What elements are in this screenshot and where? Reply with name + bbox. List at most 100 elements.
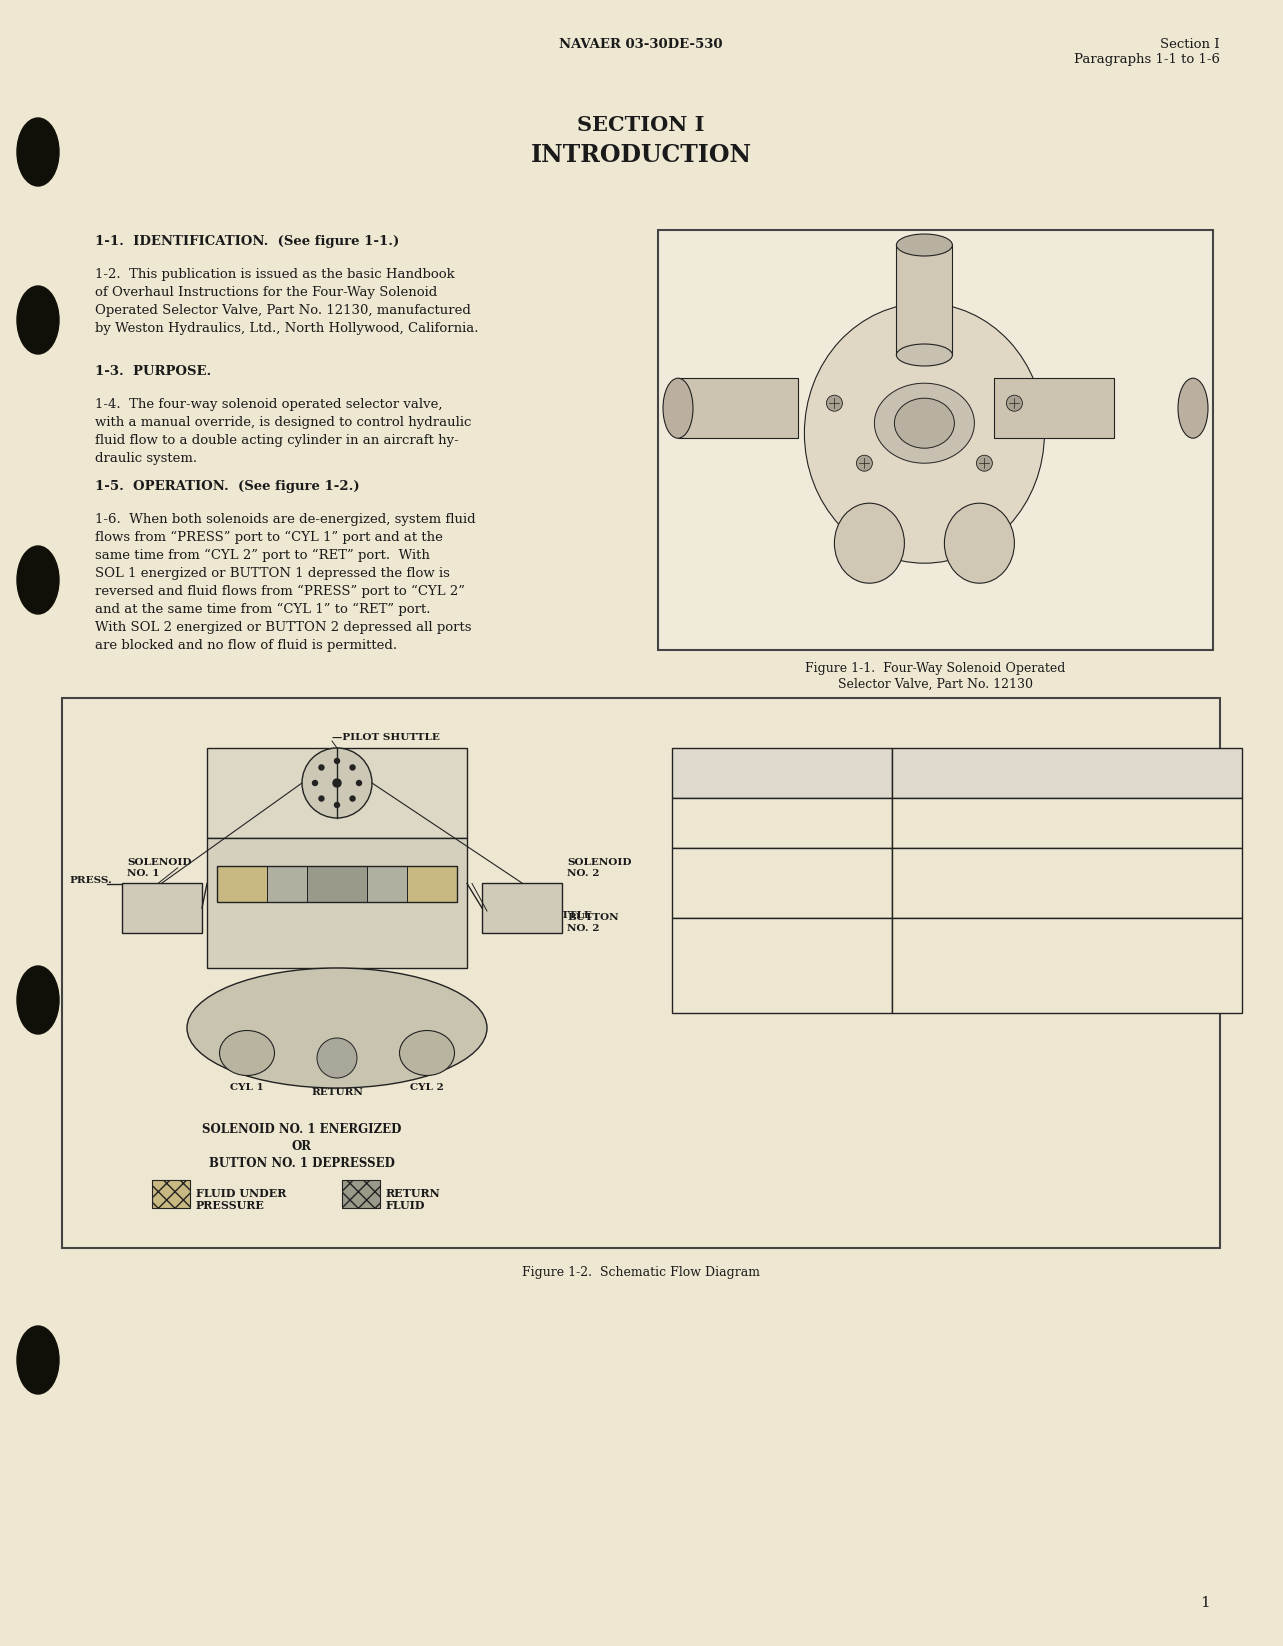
Text: 1-3.  PURPOSE.: 1-3. PURPOSE. [95,365,212,379]
Text: fluid flow to a double acting cylinder in an aircraft hy-: fluid flow to a double acting cylinder i… [95,435,459,448]
Bar [672,848,892,918]
Text: Paragraphs 1-1 to 1-6: Paragraphs 1-1 to 1-6 [1074,53,1220,66]
Text: RETURN: RETURN [310,1088,363,1096]
Text: and at the same time from “CYL 1” to “RET” port.: and at the same time from “CYL 1” to “RE… [95,602,431,616]
Ellipse shape [1178,379,1209,438]
Text: 1-6.  When both solenoids are de-energized, system fluid: 1-6. When both solenoids are de-energize… [95,514,476,527]
Bar [122,882,201,933]
Ellipse shape [17,286,59,354]
Ellipse shape [357,780,362,785]
Ellipse shape [17,1327,59,1394]
Text: 1-1.  IDENTIFICATION.  (See figure 1-1.): 1-1. IDENTIFICATION. (See figure 1-1.) [95,235,399,249]
Text: of Overhaul Instructions for the Four-Way Solenoid: of Overhaul Instructions for the Four-Wa… [95,286,438,300]
Text: FLUID UNDER: FLUID UNDER [196,1188,286,1198]
Text: OR: OR [293,1141,312,1152]
Bar [892,848,1242,918]
Bar [307,866,367,902]
Ellipse shape [334,779,341,787]
Bar [217,866,457,902]
Bar [407,866,457,902]
Ellipse shape [302,747,372,818]
Ellipse shape [313,780,317,785]
Ellipse shape [856,456,872,471]
Text: 1: 1 [1201,1597,1210,1610]
Ellipse shape [834,504,905,583]
Text: —AN CONNECTOR: —AN CONNECTOR [343,751,452,759]
Text: CYL 2: CYL 2 [411,1083,444,1091]
Text: are blocked and no flow of fluid is permitted.: are blocked and no flow of fluid is perm… [95,639,398,652]
Ellipse shape [826,395,843,412]
Text: BUTTON
NO. 1: BUTTON NO. 1 [127,914,178,933]
Bar [892,798,1242,848]
Bar [151,1180,190,1208]
Ellipse shape [897,344,952,365]
Text: SOLENOID NO. 1 ENERGIZED: SOLENOID NO. 1 ENERGIZED [203,1123,402,1136]
Ellipse shape [804,303,1044,563]
Bar [677,379,798,438]
Ellipse shape [335,759,340,764]
Text: same time from “CYL 2” port to “RET” port.  With: same time from “CYL 2” port to “RET” por… [95,550,430,563]
Text: PRESSURE: PRESSURE [196,1200,264,1211]
Text: NO FLOW FROM
EITHER CYL 1,
CYL 2 OR RETURN
PORTS: NO FLOW FROM EITHER CYL 1, CYL 2 OR RETU… [1008,935,1125,997]
Text: FLUID: FLUID [386,1200,426,1211]
Bar [482,882,562,933]
Ellipse shape [319,765,323,770]
Text: reversed and fluid flows from “PRESS” port to “CYL 2”: reversed and fluid flows from “PRESS” po… [95,584,464,597]
Bar [892,747,1242,798]
Text: 1-2.  This publication is issued as the basic Handbook: 1-2. This publication is issued as the b… [95,268,454,281]
Text: BUTTON
NO. 2: BUTTON NO. 2 [567,914,618,933]
Bar [267,866,307,902]
Text: RETURN: RETURN [386,1188,441,1198]
Ellipse shape [350,797,355,802]
Ellipse shape [17,546,59,614]
Ellipse shape [187,968,488,1088]
Text: PRESS TO CYL 2
CYL 1 TO RETURN: PRESS TO CYL 2 CYL 1 TO RETURN [1010,867,1125,897]
Bar [367,866,407,902]
Text: PRESS.: PRESS. [69,876,112,884]
Text: NEUTRAL: NEUTRAL [751,816,813,830]
Ellipse shape [399,1030,454,1075]
Text: Section I: Section I [1160,38,1220,51]
Text: FLOW: FLOW [1046,767,1088,780]
Ellipse shape [335,803,340,808]
Bar [207,747,467,838]
Text: With SOL 2 energized or BUTTON 2 depressed all ports: With SOL 2 energized or BUTTON 2 depress… [95,621,471,634]
Text: —PILOT SHUTTLE: —PILOT SHUTTLE [332,732,440,742]
Ellipse shape [894,398,955,448]
Text: 1-4.  The four-way solenoid operated selector valve,: 1-4. The four-way solenoid operated sele… [95,398,443,412]
Text: Selector Valve, Part No. 12130: Selector Valve, Part No. 12130 [838,678,1033,691]
Ellipse shape [1006,395,1023,412]
Text: CYL 1: CYL 1 [230,1083,264,1091]
Bar [151,1180,190,1208]
Ellipse shape [897,234,952,257]
Bar [994,379,1115,438]
Text: BUTTON NO. 1 DEPRESSED: BUTTON NO. 1 DEPRESSED [209,1157,395,1170]
Ellipse shape [219,1030,275,1075]
Bar [217,866,267,902]
Text: SOL 1 energized or BUTTON 1 depressed the flow is: SOL 1 energized or BUTTON 1 depressed th… [95,566,450,579]
Text: SOLENOID 2
ENERGIZED OR
BUTTON 2
DEPRESSED: SOLENOID 2 ENERGIZED OR BUTTON 2 DEPRESS… [733,935,831,997]
Text: Operated Selector Valve, Part No. 12130, manufactured: Operated Selector Valve, Part No. 12130,… [95,305,471,318]
Bar [207,838,467,968]
Text: draulic system.: draulic system. [95,453,198,466]
Text: 1-5.  OPERATION.  (See figure 1-2.): 1-5. OPERATION. (See figure 1-2.) [95,481,359,494]
Text: SECTION I: SECTION I [577,115,704,135]
Ellipse shape [17,966,59,1034]
Bar [672,747,892,798]
Ellipse shape [17,119,59,186]
Ellipse shape [875,384,974,463]
Ellipse shape [944,504,1015,583]
Text: with a manual override, is designed to control hydraulic: with a manual override, is designed to c… [95,416,471,430]
Ellipse shape [976,456,992,471]
Bar [672,798,892,848]
Text: CONDITION: CONDITION [739,767,825,780]
Ellipse shape [663,379,693,438]
Bar [62,698,1220,1248]
Text: —MAIN SHUTTLE: —MAIN SHUTTLE [488,910,591,920]
Bar [343,1180,380,1208]
Text: by Weston Hydraulics, Ltd., North Hollywood, California.: by Weston Hydraulics, Ltd., North Hollyw… [95,323,479,336]
Ellipse shape [317,1039,357,1078]
Bar [672,918,892,1012]
Bar [658,230,1212,650]
Ellipse shape [350,765,355,770]
